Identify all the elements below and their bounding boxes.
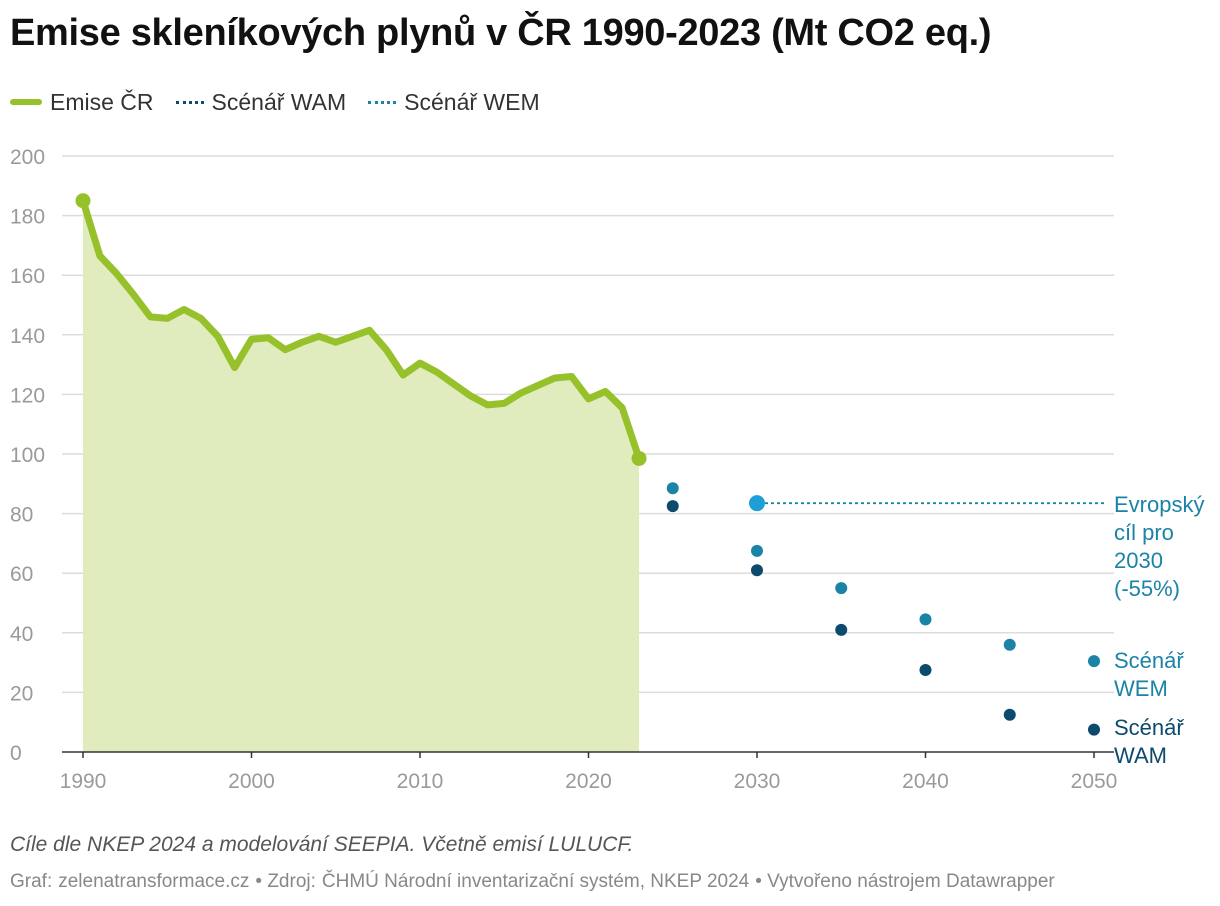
x-tick-label-2000: 2000 bbox=[228, 770, 275, 793]
wem-point-2045 bbox=[1003, 638, 1016, 651]
emissions-point-1990 bbox=[75, 193, 91, 209]
wam-point-2050 bbox=[1088, 723, 1100, 736]
y-tick-label-0: 0 bbox=[10, 742, 22, 765]
wam-point-2045 bbox=[1003, 708, 1016, 721]
y-tick-label-60: 60 bbox=[10, 563, 33, 586]
wem-point-2040 bbox=[919, 613, 932, 626]
target-point-2030 bbox=[749, 495, 765, 512]
y-tick-label-180: 180 bbox=[10, 206, 45, 229]
legend-item-emissions: Emise ČR bbox=[10, 89, 154, 116]
emissions-area bbox=[83, 200, 640, 752]
y-tick-label-20: 20 bbox=[10, 682, 33, 705]
y-tick-label-120: 120 bbox=[10, 384, 45, 407]
emissions-line bbox=[79, 197, 643, 462]
annotation-wam-line: WAM bbox=[1114, 743, 1167, 768]
wam-point-2040 bbox=[919, 664, 932, 677]
legend-swatch-emissions bbox=[10, 99, 42, 105]
annotation-target: Evropský cíl pro 2030 (-55%) bbox=[1114, 492, 1204, 601]
wem-point-2050 bbox=[1088, 655, 1100, 668]
x-tick-label-2020: 2020 bbox=[565, 770, 612, 793]
emissions-points bbox=[75, 193, 647, 466]
y-tick-label-80: 80 bbox=[10, 504, 33, 527]
credit-graf-link[interactable]: zelenatransformace.cz bbox=[58, 871, 250, 892]
annotation-wem: Scénář WEM bbox=[1114, 648, 1184, 701]
annotation-wam-line: Scénář bbox=[1114, 715, 1184, 740]
y-tick-label-40: 40 bbox=[10, 623, 33, 646]
y-tick-label-160: 160 bbox=[10, 265, 45, 288]
wem-point-2035 bbox=[835, 582, 848, 595]
annotation-target-line: Evropský bbox=[1114, 492, 1204, 517]
wem-point-2030 bbox=[751, 544, 763, 557]
legend-item-wem: Scénář WEM bbox=[368, 88, 540, 116]
legend-swatch-wem bbox=[368, 100, 397, 104]
credit-source-value: ČHMÚ Národní inventarizační systém, NKEP… bbox=[321, 871, 750, 892]
x-tick-label-2030: 2030 bbox=[734, 770, 781, 793]
legend: Emise ČR Scénář WAM Scénář WEM bbox=[10, 88, 562, 116]
wam-point-2025 bbox=[666, 500, 679, 513]
x-tick-label-2040: 2040 bbox=[902, 770, 949, 793]
credit-made-with: • Vytvořeno nástrojem Datawrapper bbox=[755, 871, 1055, 892]
legend-label-emissions: Emise ČR bbox=[50, 88, 154, 115]
emissions-point-2023 bbox=[631, 450, 647, 466]
x-tick-label-2050: 2050 bbox=[1071, 770, 1118, 793]
annotation-target-line: (-55%) bbox=[1114, 576, 1180, 601]
wam-point-2030 bbox=[751, 564, 763, 577]
annotation-target-line: cíl pro bbox=[1114, 520, 1174, 545]
credit-graf-label: Graf: bbox=[10, 871, 53, 892]
credit-source-label: • Zdroj: bbox=[255, 871, 316, 892]
legend-swatch-wam bbox=[175, 100, 204, 104]
annotation-wem-line: Scénář bbox=[1114, 648, 1184, 673]
wem-point-2025 bbox=[666, 482, 679, 495]
annotation-target-line: 2030 bbox=[1114, 548, 1163, 573]
y-tick-label-140: 140 bbox=[10, 325, 45, 348]
legend-label-wem: Scénář WEM bbox=[404, 88, 540, 115]
x-tick-label-1990: 1990 bbox=[60, 770, 107, 793]
y-tick-label-100: 100 bbox=[10, 444, 45, 467]
legend-label-wam: Scénář WAM bbox=[211, 88, 347, 115]
legend-item-wam: Scénář WAM bbox=[175, 88, 347, 116]
annotation-wem-line: WEM bbox=[1114, 676, 1168, 701]
chart-credit: Graf: zelenatransformace.cz • Zdroj: ČHMÚ N… bbox=[10, 871, 1061, 893]
chart-title: Emise skleníkových plynů v ČR 1990-2023 … bbox=[10, 12, 992, 54]
chart-note: Cíle dle NKEP 2024 a modelování SEEPIA. … bbox=[10, 833, 634, 856]
x-tick-label-2010: 2010 bbox=[397, 770, 444, 793]
y-tick-label-200: 200 bbox=[10, 146, 45, 169]
annotation-wam: Scénář WAM bbox=[1114, 715, 1184, 768]
wam-point-2035 bbox=[835, 623, 848, 636]
